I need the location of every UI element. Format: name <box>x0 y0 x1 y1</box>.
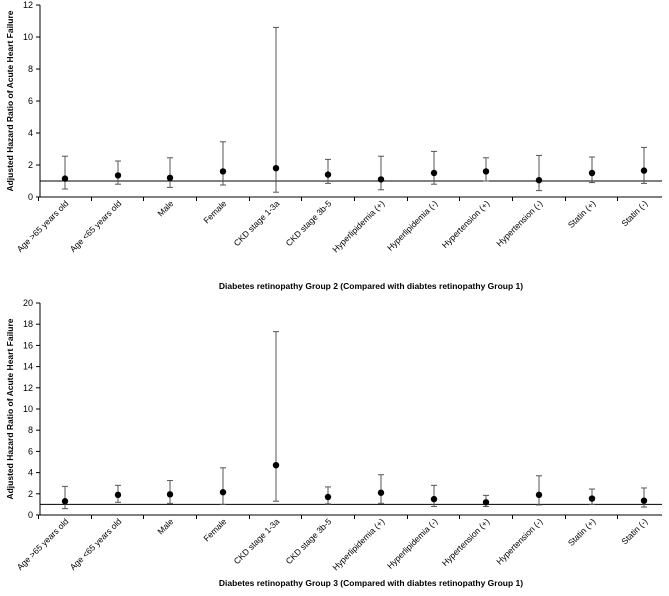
y-tick-label: 12 <box>23 383 33 393</box>
data-point <box>377 489 385 496</box>
data-point <box>535 177 543 184</box>
y-tick-label: 20 <box>23 298 33 308</box>
category-label: Hypertension (-) <box>494 198 544 248</box>
data-point <box>430 495 438 503</box>
category-label: Statin (-) <box>619 198 649 228</box>
data-point <box>61 175 69 182</box>
y-tick-label: 4 <box>28 468 33 478</box>
y-tick-label: 14 <box>23 362 33 372</box>
y-axis-title: Adjusted Hazard Ratio of Acute Heart Fai… <box>5 10 15 191</box>
category-label: Female <box>201 516 228 543</box>
data-point <box>166 174 174 181</box>
category-label: CKD stage 1-3a <box>232 516 282 566</box>
data-point <box>114 172 122 179</box>
y-tick-label: 12 <box>23 0 33 10</box>
data-point <box>166 491 174 498</box>
category-label: Male <box>155 516 175 536</box>
category-label: CKD stage 3b-5 <box>284 516 334 566</box>
y-axis-title: Adjusted Hazard Ratio of Acute Heart Fai… <box>5 318 15 499</box>
data-point <box>640 497 648 504</box>
data-point <box>219 489 227 496</box>
x-axis-title: Diabetes retinopathy Group 2 (Compared w… <box>219 281 523 291</box>
category-label: Female <box>201 198 228 225</box>
y-tick-label: 4 <box>28 128 33 138</box>
y-tick-label: 6 <box>28 96 33 106</box>
category-label: Age >65 years old <box>15 516 71 572</box>
data-point <box>61 498 69 505</box>
category-label: Age <65 years old <box>68 516 124 572</box>
category-label: Hypertension (-) <box>494 516 544 566</box>
category-label: Hyperlipidemia (-) <box>385 516 440 571</box>
category-label: Age <65 years old <box>68 198 124 254</box>
y-tick-label: 18 <box>23 319 33 329</box>
data-point <box>324 171 332 178</box>
data-point <box>588 169 596 177</box>
category-label: Hypertension (+) <box>440 516 492 568</box>
data-point <box>640 167 648 174</box>
data-point <box>588 495 596 502</box>
category-label: Statin (-) <box>619 516 649 546</box>
y-tick-label: 0 <box>28 510 33 520</box>
data-point <box>535 491 543 499</box>
data-point <box>324 493 332 501</box>
y-tick-label: 8 <box>28 64 33 74</box>
data-point <box>219 168 227 175</box>
y-tick-label: 0 <box>28 192 33 202</box>
y-tick-label: 10 <box>23 32 33 42</box>
category-label: Hyperlipidemia (-) <box>385 198 440 253</box>
x-axis-title: Diabetes retinopathy Group 3 (Compared w… <box>219 578 523 588</box>
category-label: Hypertension (+) <box>440 198 492 250</box>
y-tick-label: 6 <box>28 446 33 456</box>
data-point <box>377 176 385 183</box>
data-point <box>482 499 490 506</box>
category-label: Statin (+) <box>566 516 598 548</box>
category-label: Statin (+) <box>566 198 598 230</box>
y-tick-label: 10 <box>23 404 33 414</box>
category-label: Hyperlipidemia (+) <box>330 198 386 254</box>
category-label: Hyperlipidemia (+) <box>330 516 386 572</box>
category-label: CKD stage 1-3a <box>232 198 282 248</box>
data-point <box>114 491 122 499</box>
category-label: CKD stage 3b-5 <box>284 198 334 248</box>
data-point <box>430 169 438 177</box>
y-tick-label: 16 <box>23 340 33 350</box>
data-point <box>272 461 280 469</box>
data-point <box>482 168 490 175</box>
y-tick-label: 2 <box>28 160 33 170</box>
y-tick-label: 2 <box>28 489 33 499</box>
data-point <box>272 165 280 172</box>
category-label: Male <box>155 198 175 218</box>
category-label: Age >65 years old <box>15 198 71 254</box>
y-tick-label: 8 <box>28 425 33 435</box>
